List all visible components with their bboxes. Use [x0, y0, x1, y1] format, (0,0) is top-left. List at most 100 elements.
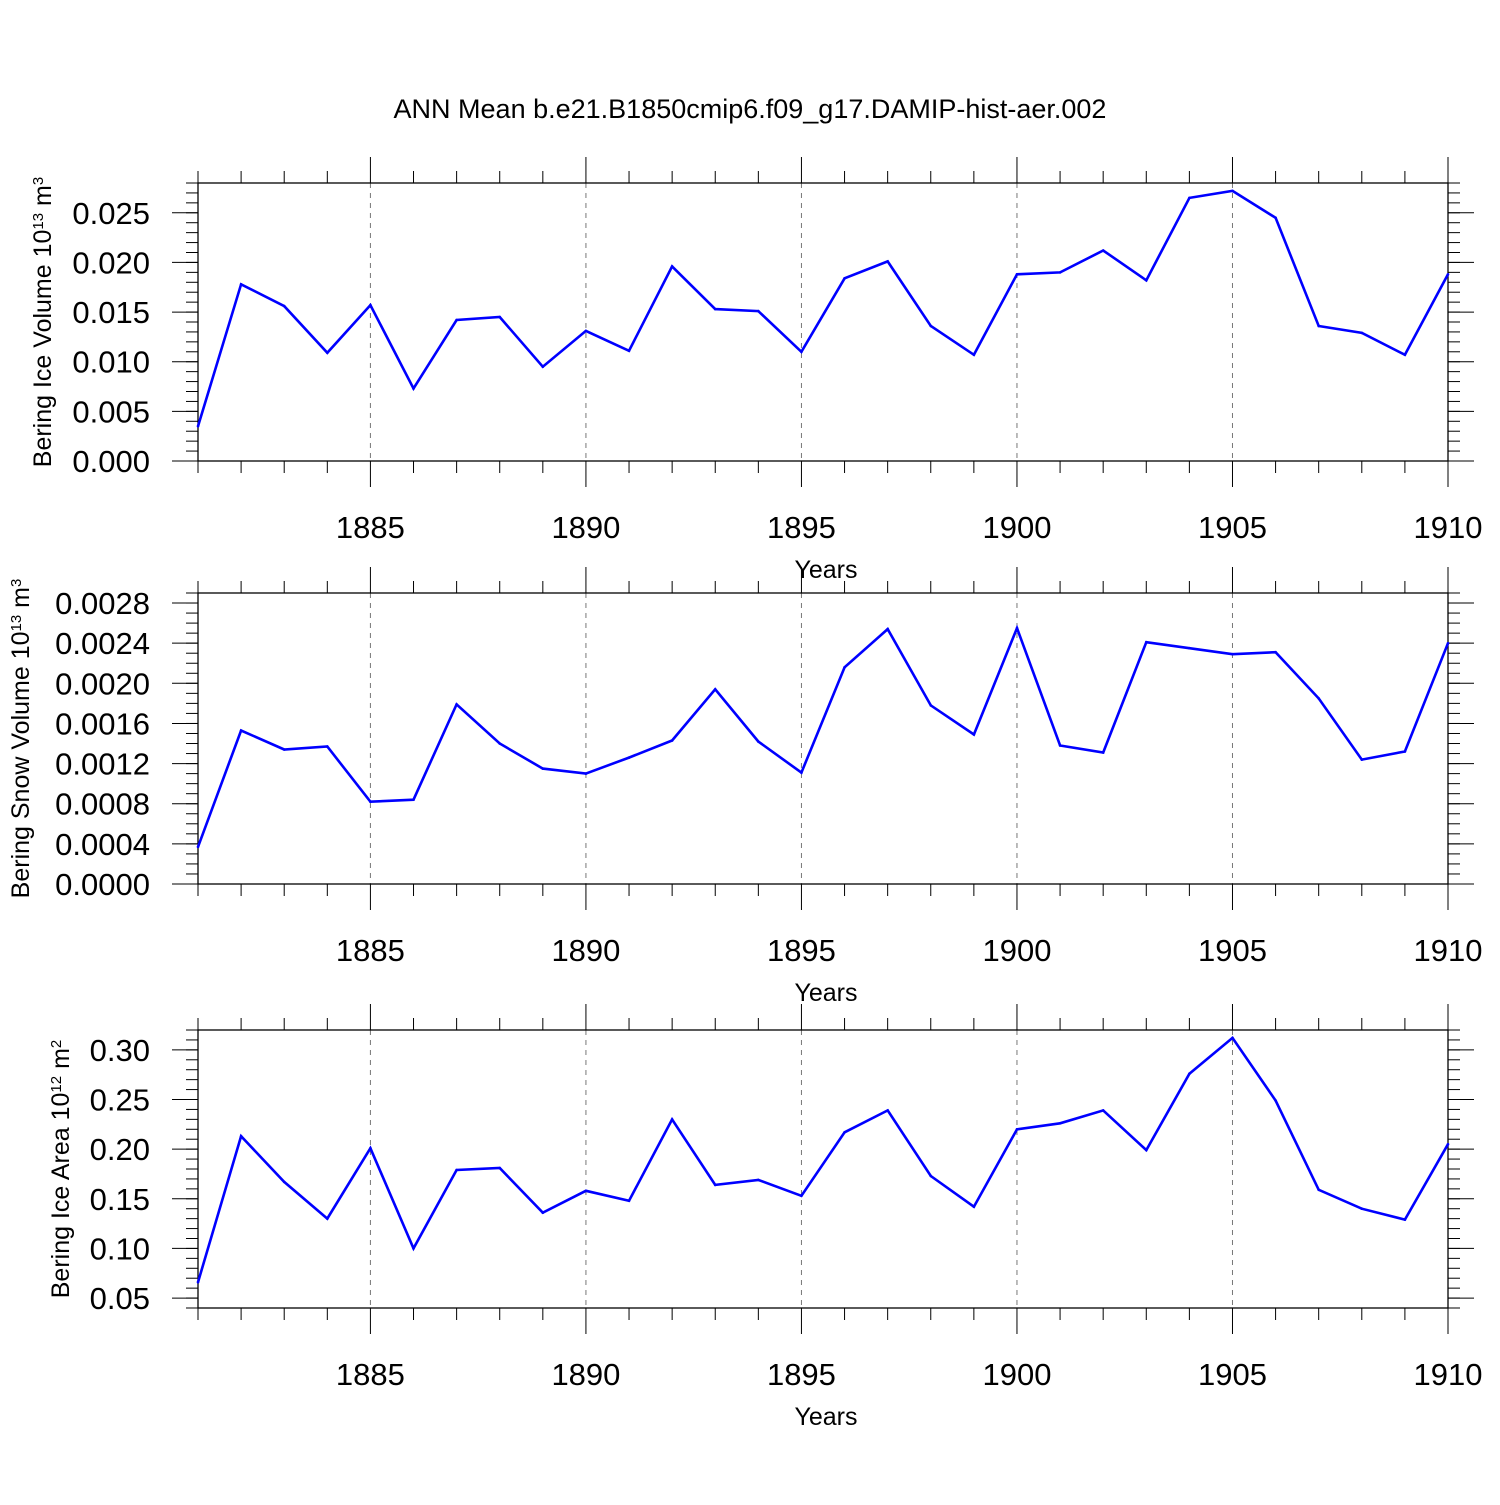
x-tick-label: 1885 [336, 933, 405, 968]
data-point [239, 1134, 243, 1138]
y-tick-label: 0.20 [90, 1132, 150, 1167]
data-point [498, 315, 502, 319]
y-axis-title-unit-exponent: 3 [8, 579, 25, 587]
y-tick-label: 0.0020 [55, 666, 150, 701]
data-point [1231, 189, 1234, 193]
chart-panel-3: 0.05 0.10 0.15 0.20 0.25 0.30 1885 1890 1895 1900… [47, 1004, 1482, 1431]
data-point [757, 309, 760, 313]
data-point [713, 307, 717, 311]
x-axis-title: Years [794, 1403, 857, 1431]
data-point [1015, 273, 1019, 276]
data-point [886, 260, 889, 263]
y-tick-label: 0.000 [72, 444, 150, 479]
data-point [196, 845, 200, 849]
x-tick-label: 1900 [982, 1357, 1051, 1392]
data-point [1101, 249, 1105, 252]
data-point [282, 304, 286, 308]
plot-frame [197, 182, 1449, 462]
data-point [369, 800, 372, 803]
series-line [196, 624, 1450, 848]
data-point [1360, 331, 1364, 335]
x-tick-label: 1885 [336, 510, 405, 545]
data-point [1058, 744, 1062, 747]
data-point [1145, 1148, 1148, 1152]
data-point [369, 303, 372, 307]
x-tick-label: 1895 [767, 510, 836, 545]
data-point [541, 1211, 545, 1214]
y-tick-label: 0.0008 [55, 787, 150, 822]
data-point [1317, 697, 1320, 700]
y-axis-title-unit: m [29, 185, 57, 213]
y-axis-title-exponent: 13 [30, 213, 47, 230]
data-point [584, 1189, 588, 1193]
data-point [757, 1178, 760, 1182]
y-tick-label: 0.0028 [55, 586, 150, 621]
y-tick-label: 0.30 [90, 1033, 150, 1068]
data-point [498, 742, 502, 745]
data-point [412, 798, 415, 801]
data-point [757, 740, 760, 743]
data-point [584, 772, 588, 775]
x-tick-label: 1895 [767, 933, 836, 968]
data-point [369, 1146, 372, 1150]
data-point [1446, 273, 1450, 276]
data-point [455, 1168, 458, 1172]
data-point [843, 277, 846, 280]
data-point [1403, 750, 1407, 753]
y-axis-title-text: Bering Snow Volume 10 [7, 631, 35, 898]
data-point [972, 353, 976, 357]
data-point [326, 745, 329, 748]
data-point [1101, 1109, 1105, 1112]
data-point [800, 771, 803, 774]
data-point [1058, 271, 1062, 274]
y-tick-label: 0.0000 [55, 867, 150, 902]
x-tick-label: 1910 [1414, 1357, 1483, 1392]
x-tick-label: 1900 [982, 933, 1051, 968]
data-point [584, 329, 588, 333]
y-tick-label: 0.0012 [55, 747, 150, 782]
x-tick-label: 1890 [551, 510, 620, 545]
series-line [196, 1035, 1450, 1283]
data-point [627, 349, 631, 353]
data-point [1015, 1128, 1019, 1131]
data-point [1317, 1188, 1320, 1192]
x-tick-label: 1905 [1198, 933, 1267, 968]
x-axis-title: Years [794, 979, 857, 1007]
data-point [412, 1247, 415, 1250]
data-point [1145, 640, 1148, 644]
data-point [326, 1217, 329, 1220]
data-point [1446, 641, 1450, 645]
x-tick-label: 1905 [1198, 1357, 1267, 1392]
data-point [1101, 751, 1105, 754]
data-point [843, 666, 846, 669]
data-point [713, 688, 717, 691]
data-point [541, 767, 545, 770]
y-axis-title-exponent: 13 [8, 615, 25, 632]
data-point [670, 265, 674, 268]
y-axis-title-exponent: 12 [48, 1076, 65, 1093]
y-axis-title-text: Bering Ice Area 10 [47, 1093, 75, 1299]
plot-frame [197, 592, 1449, 885]
y-tick-label: 0.020 [72, 245, 150, 280]
data-point [713, 1183, 717, 1187]
x-tick-label: 1895 [767, 1357, 836, 1392]
data-point [541, 365, 545, 369]
data-point [800, 350, 803, 354]
chart-panel-1: 0.000 0.005 0.010 0.015 0.020 0.025 1885 1890 18… [29, 157, 1482, 584]
data-point [929, 1174, 933, 1178]
data-point [670, 739, 674, 742]
data-point [1403, 1218, 1407, 1221]
data-point [1274, 1099, 1277, 1102]
data-point [498, 1166, 502, 1170]
data-point [886, 1109, 889, 1112]
y-axis-title: Bering Ice Volume 1013 m3 [29, 177, 57, 467]
data-point [1317, 324, 1320, 328]
data-point [1188, 196, 1191, 200]
data-point [1274, 216, 1277, 220]
data-point [455, 703, 458, 706]
data-point [1403, 353, 1407, 357]
data-point [1231, 1036, 1234, 1040]
y-axis-title: Bering Ice Area 1012 m2 [47, 1040, 75, 1299]
plot-frame [197, 1029, 1449, 1309]
x-tick-label: 1900 [982, 510, 1051, 545]
